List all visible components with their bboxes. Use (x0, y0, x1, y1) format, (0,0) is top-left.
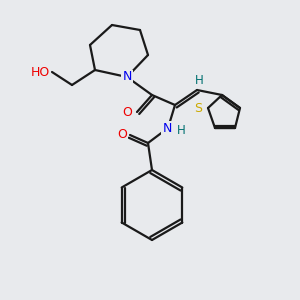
Text: N: N (122, 70, 132, 83)
Text: O: O (117, 128, 127, 140)
Text: H: H (195, 74, 203, 86)
Text: HO: HO (31, 65, 50, 79)
Text: S: S (194, 101, 202, 115)
Text: O: O (122, 106, 132, 119)
Text: H: H (177, 124, 186, 136)
Text: N: N (162, 122, 172, 134)
